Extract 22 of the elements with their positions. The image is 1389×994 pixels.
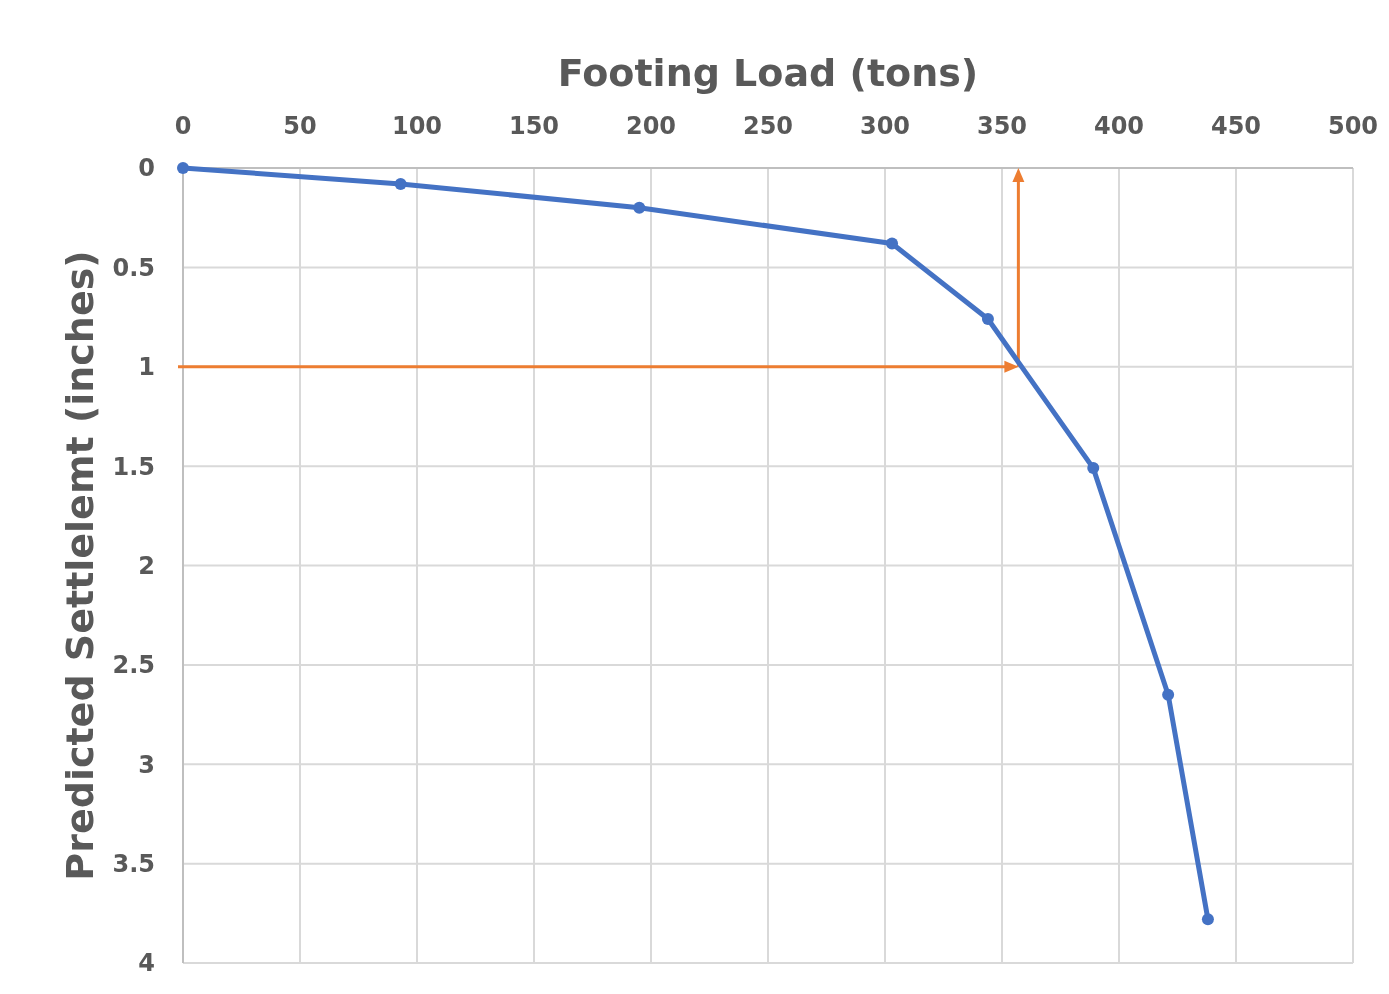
y-tick-label: 2.5: [112, 651, 155, 680]
x-tick-label: 350: [976, 112, 1028, 140]
y-tick-label: 4: [138, 949, 155, 978]
x-tick-label: 400: [1093, 112, 1145, 140]
x-tick-label: 250: [742, 112, 794, 140]
x-tick-label: 500: [1327, 112, 1379, 140]
y-tick-label: 1: [138, 353, 155, 382]
x-tick-label: 0: [174, 112, 192, 140]
x-tick-label: 50: [283, 112, 317, 140]
x-axis-title: Footing Load (tons): [557, 51, 979, 95]
x-tick-label: 300: [859, 112, 911, 140]
x-tick-label: 200: [625, 112, 677, 140]
x-tick-label: 150: [508, 112, 560, 140]
y-axis-title: Predicted Settlelemt (inches): [58, 250, 102, 881]
x-tick-label: 450: [1210, 112, 1262, 140]
y-tick-label: 2: [138, 551, 155, 580]
y-tick-label: 0.5: [112, 253, 155, 282]
x-tick-label: 100: [391, 112, 443, 140]
y-tick-label: 3.5: [112, 850, 155, 879]
y-tick-label: 0: [138, 154, 155, 183]
y-tick-label: 3: [138, 750, 155, 779]
y-tick-label: 1.5: [112, 452, 155, 481]
